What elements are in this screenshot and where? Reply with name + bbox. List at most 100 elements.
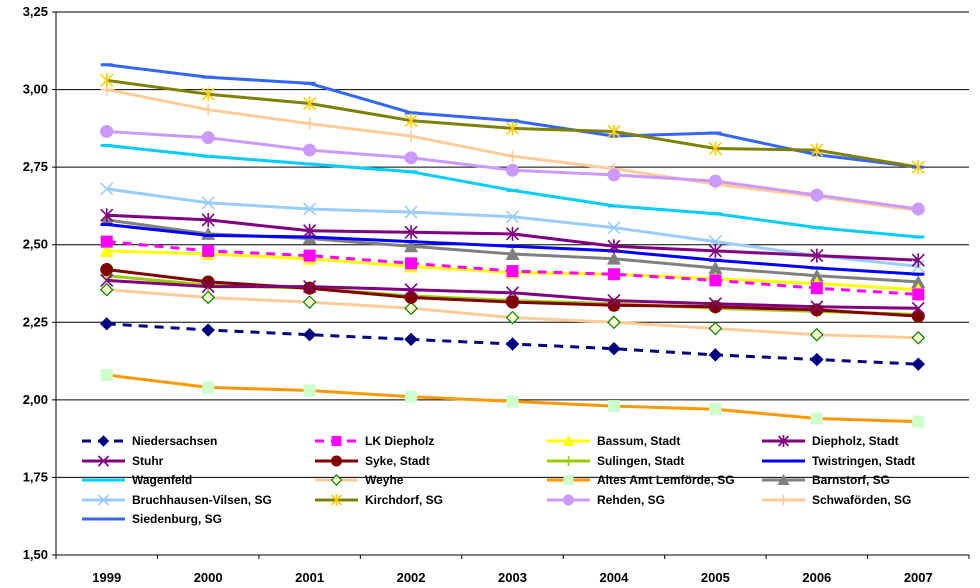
marker-plus (563, 456, 574, 466)
marker-star (607, 239, 621, 254)
x-tick-label: 2006 (802, 570, 831, 585)
data-point (404, 301, 418, 316)
data-point (607, 124, 621, 139)
marker-circle (563, 494, 574, 506)
data-point (708, 348, 723, 362)
marker-circle (708, 300, 722, 314)
data-point (708, 260, 723, 274)
marker-x (100, 182, 114, 196)
marker-star (911, 160, 925, 175)
marker-dash (202, 154, 215, 158)
data-point (303, 162, 316, 166)
y-tick-label: 3,00 (23, 82, 48, 97)
marker-dash (98, 478, 109, 482)
data-point (405, 170, 418, 174)
marker-x (303, 202, 317, 216)
marker-square (506, 265, 519, 278)
data-point (912, 235, 925, 239)
data-point (606, 251, 621, 265)
data-point (810, 282, 823, 295)
marker-diamond-open (330, 474, 343, 486)
marker-dash (100, 143, 113, 147)
data-point (506, 244, 519, 248)
data-point (506, 295, 519, 309)
marker-dash (303, 162, 316, 166)
marker-circle (201, 131, 215, 145)
data-point (505, 210, 520, 224)
marker-square (100, 235, 113, 248)
marker-circle (303, 143, 317, 157)
marker-diamond-open (99, 282, 114, 297)
marker-dash (810, 226, 823, 230)
marker-diamond-open (201, 290, 216, 305)
data-point (708, 235, 722, 249)
data-point (404, 239, 419, 253)
marker-star (404, 225, 418, 240)
legend-label: Wagenfeld (132, 473, 192, 487)
legend-label: Rehden, SG (597, 493, 665, 507)
x-tick-label: 2002 (397, 570, 426, 585)
legend-label: Diepholz, Stadt (812, 434, 899, 448)
marker-square (202, 244, 215, 257)
data-point (506, 119, 519, 123)
legend-item: Weyhe (315, 473, 404, 487)
marker-x (404, 283, 418, 297)
data-point (607, 239, 621, 254)
marker-square (100, 369, 113, 382)
data-point (405, 390, 418, 403)
marker-diamond (201, 323, 215, 337)
data-point (201, 212, 215, 227)
legend-label: Weyhe (365, 473, 404, 487)
data-point (506, 395, 519, 408)
legend: Niedersachsen LK Diepholz Bassum, Stadt Die… (82, 434, 915, 526)
marker-star (404, 113, 418, 128)
data-point (202, 103, 215, 116)
marker-dash (709, 131, 722, 135)
marker-diamond (404, 332, 418, 347)
legend-label: Niedersachsen (132, 434, 217, 448)
data-point (201, 290, 216, 305)
marker-circle (911, 309, 925, 323)
legend-label: Stuhr (132, 454, 164, 468)
data-point (201, 323, 215, 337)
marker-diamond (708, 348, 723, 362)
marker-circle (607, 168, 621, 182)
data-point (99, 282, 114, 297)
data-point (303, 202, 317, 216)
data-point (405, 130, 418, 143)
marker-x (201, 280, 215, 294)
data-point (100, 369, 113, 382)
data-point (404, 283, 418, 297)
marker-square (607, 400, 620, 413)
marker-star (607, 124, 621, 139)
legend-label: Kirchdorf, SG (365, 493, 443, 507)
marker-triangle (404, 239, 419, 253)
marker-star (708, 141, 722, 156)
legend-label: LK Diepholz (365, 434, 434, 448)
marker-diamond (810, 352, 824, 367)
marker-diamond (302, 327, 317, 342)
x-tick-label: 1999 (92, 570, 121, 585)
y-tick-label: 3,25 (23, 4, 48, 19)
marker-diamond-open (505, 310, 520, 325)
marker-square (912, 288, 925, 301)
marker-triangle (708, 260, 723, 274)
data-point (911, 330, 926, 345)
marker-square (607, 268, 620, 281)
marker-square (202, 381, 215, 394)
legend-item: Bassum, Stadt (547, 434, 680, 448)
marker-dash (100, 63, 113, 67)
data-point (506, 163, 519, 177)
marker-star (505, 121, 520, 136)
series-markers (99, 63, 926, 428)
data-point (202, 75, 215, 79)
marker-diamond-open (708, 321, 723, 336)
data-point (303, 223, 317, 238)
marker-square (303, 249, 316, 262)
marker-circle (201, 275, 215, 289)
data-point (404, 332, 418, 347)
data-point (607, 168, 621, 182)
marker-dash (202, 75, 215, 79)
data-point (708, 141, 722, 156)
